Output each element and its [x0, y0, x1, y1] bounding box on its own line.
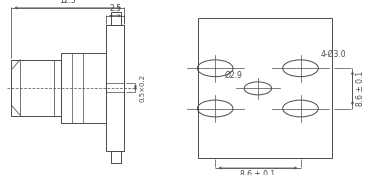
Text: Ø2.9: Ø2.9: [224, 71, 242, 80]
Text: 8.6 ± 0.1: 8.6 ± 0.1: [240, 170, 275, 175]
Text: 8.6 ± 0.1: 8.6 ± 0.1: [356, 71, 365, 106]
Bar: [198, 18, 332, 158]
Bar: [11, 60, 61, 116]
Bar: [111, 150, 121, 163]
Bar: [111, 12, 121, 25]
Text: 4-Ø3.0: 4-Ø3.0: [320, 50, 346, 59]
Bar: [61, 52, 106, 122]
Text: 0.5×0.2: 0.5×0.2: [139, 74, 145, 102]
Bar: [106, 25, 124, 150]
Text: 12.5: 12.5: [59, 0, 76, 5]
Text: 2.5: 2.5: [109, 4, 121, 13]
